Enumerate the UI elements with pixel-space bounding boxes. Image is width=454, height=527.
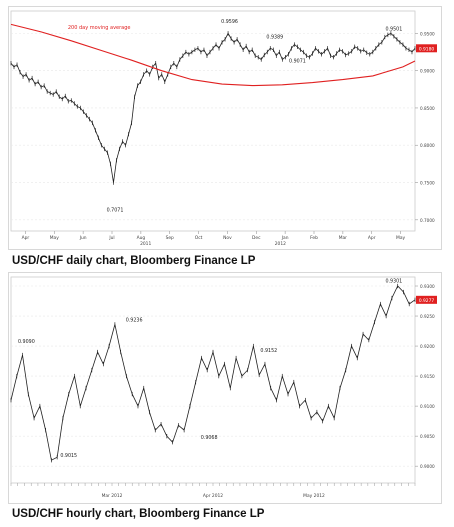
x-sub-label: Mar 2012 (102, 493, 123, 499)
x-tick-label: Feb (310, 235, 318, 241)
y-tick-label: 0.7500 (420, 181, 435, 186)
x-tick-label: Mar (339, 235, 347, 241)
y-tick-label: 0.9300 (420, 284, 435, 289)
price-annotation: 0.9152 (260, 348, 277, 354)
last-value-tag (416, 44, 437, 53)
x-tick-label: Aug (137, 235, 146, 241)
price-annotation: 0.9596 (221, 19, 238, 25)
x-sub-label: May 2012 (303, 493, 325, 499)
x-tick-label: May (396, 235, 405, 241)
price-annotation: 0.9389 (266, 35, 283, 41)
price-annotation: 0.9301 (385, 278, 402, 284)
y-tick-label: 0.9100 (420, 404, 435, 409)
daily-chart: 0.7000 0.7500 0.8000 0.8500 0.9000 0.9500 Apr M… (10, 10, 437, 247)
price-annotation: 0.9236 (126, 317, 143, 323)
last-value-label: 0.9277 (419, 298, 435, 304)
price-annotation: 0.9071 (289, 58, 306, 64)
x-tick-label: Jul (108, 235, 114, 241)
price-annotation: 0.9501 (385, 26, 402, 32)
x-tick-label: Jun (79, 235, 87, 241)
y-tick-label: 0.8000 (420, 143, 435, 148)
x-sub-label: Apr 2012 (203, 493, 223, 499)
x-tick-label: Apr (368, 235, 376, 241)
y-tick-label: 0.9050 (420, 434, 435, 439)
x-tick-label: Jan (281, 235, 289, 241)
hourly-chart-caption: USD/CHF hourly chart, Bloomberg Finance … (12, 508, 265, 520)
moving-average-label: 200 day moving average (68, 25, 131, 31)
last-value-label: 0.9180 (419, 46, 435, 52)
plot-area (10, 10, 416, 232)
y-tick-label: 0.9000 (420, 69, 435, 74)
hourly-chart: 0.9000 0.9050 0.9100 0.9150 0.9200 0.9250 0.93… (10, 276, 437, 499)
y-tick-label: 0.9000 (420, 464, 435, 469)
daily-chart-caption: USD/CHF daily chart, Bloomberg Finance L… (12, 255, 256, 267)
y-tick-label: 0.9200 (420, 344, 435, 349)
daily-chart-frame: 0.7000 0.7500 0.8000 0.8500 0.9000 0.9500 Apr M… (8, 6, 442, 250)
price-annotation: 0.9015 (60, 453, 77, 459)
y-tick-label: 0.9500 (420, 31, 435, 36)
last-value-tag (416, 295, 437, 304)
moving-average-line (10, 23, 416, 87)
x-tick-label: Nov (223, 235, 232, 241)
x-tick-label: Oct (195, 235, 203, 241)
price-annotation: 0.7071 (107, 208, 124, 214)
price-annotation: 0.9068 (201, 435, 218, 441)
x-tick-label: Sep (166, 235, 174, 241)
y-tick-label: 0.9250 (420, 314, 435, 319)
y-tick-label: 0.7000 (420, 218, 435, 223)
price-annotation: 0.9090 (18, 339, 35, 345)
y-tick-label: 0.8500 (420, 106, 435, 111)
plot-area (10, 276, 416, 484)
x-sub-label: 2011 (140, 241, 151, 247)
x-tick-label: Dec (252, 235, 261, 241)
x-tick-label: May (50, 235, 59, 241)
x-tick-label: Apr (22, 235, 30, 241)
x-sub-label: 2012 (275, 241, 286, 247)
y-tick-label: 0.9150 (420, 374, 435, 379)
hourly-chart-frame: 0.9000 0.9050 0.9100 0.9150 0.9200 0.9250 0.93… (8, 272, 442, 504)
